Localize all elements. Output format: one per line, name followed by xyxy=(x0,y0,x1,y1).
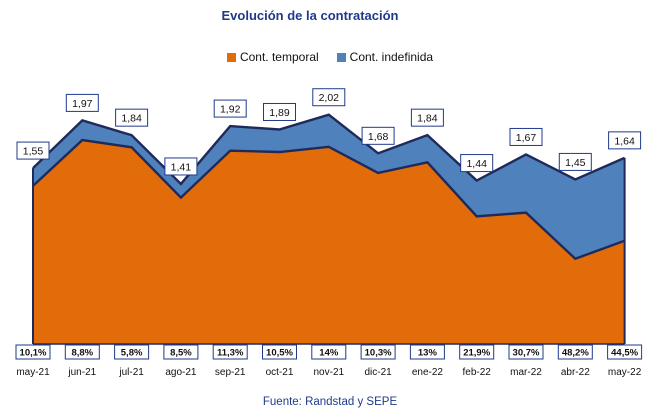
share-label-box xyxy=(607,344,643,360)
total-label: 1,45 xyxy=(565,157,586,169)
x-tick-label: jun-21 xyxy=(67,367,96,378)
total-label-box xyxy=(509,127,543,146)
legend-item-temporal: Cont. temporal xyxy=(226,50,319,64)
share-label: 21,9% xyxy=(463,348,490,359)
total-label-box xyxy=(263,102,296,121)
x-tick-label: ago-21 xyxy=(165,367,197,378)
legend: Cont. temporal Cont. indefinida xyxy=(0,50,660,64)
share-label-box xyxy=(409,344,445,360)
x-tick-label: feb-22 xyxy=(463,367,492,378)
total-label: 1,89 xyxy=(269,107,290,119)
x-tick-label: sep-21 xyxy=(215,367,246,378)
share-label-box xyxy=(212,344,248,360)
area-temporal xyxy=(33,140,625,344)
share-label: 10,5% xyxy=(266,348,293,359)
x-tick-label: abr-22 xyxy=(561,367,590,378)
legend-label-temporal: Cont. temporal xyxy=(239,50,319,64)
total-label: 1,68 xyxy=(368,131,389,143)
share-label-box xyxy=(163,344,199,360)
share-label: 5,8% xyxy=(121,348,143,359)
share-label-box xyxy=(459,344,495,360)
total-label-box xyxy=(312,88,346,107)
x-tick-label: mar-22 xyxy=(510,367,542,378)
source-note: Fuente: Randstad y SEPE xyxy=(262,396,398,408)
total-label: 1,84 xyxy=(121,113,142,125)
share-label-box xyxy=(114,344,150,360)
share-label-box xyxy=(557,344,593,360)
total-label: 2,02 xyxy=(319,92,340,104)
share-label: 48,2% xyxy=(562,348,589,359)
share-label-box xyxy=(262,344,297,360)
legend-item-indefinida: Cont. indefinida xyxy=(336,50,434,64)
share-label: 14% xyxy=(319,348,339,359)
x-tick-label: dic-21 xyxy=(364,367,392,378)
total-label: 1,67 xyxy=(516,132,537,144)
area-indefinida xyxy=(33,114,625,259)
total-label-box xyxy=(65,93,99,112)
share-label: 44,5% xyxy=(611,348,638,359)
total-label: 1,97 xyxy=(72,98,93,110)
x-tick-label: jul-21 xyxy=(118,367,144,378)
total-label-box xyxy=(16,141,50,160)
total-label: 1,55 xyxy=(23,146,44,158)
total-label-box xyxy=(164,157,198,176)
share-label: 13% xyxy=(418,348,438,359)
legend-swatch-indefinida xyxy=(336,52,346,62)
line-temporal xyxy=(32,138,626,261)
share-label-box xyxy=(311,344,347,360)
x-tick-label: ene-22 xyxy=(412,367,444,378)
share-label: 8,8% xyxy=(71,348,93,359)
share-label: 10,1% xyxy=(20,348,47,359)
legend-swatch-temporal xyxy=(226,52,236,62)
share-label-box xyxy=(508,344,544,360)
line-total xyxy=(32,113,626,186)
x-tick-label: oct-21 xyxy=(266,367,294,378)
share-label-box xyxy=(15,344,51,360)
share-label: 8,5% xyxy=(170,348,192,359)
total-label: 1,92 xyxy=(220,104,241,116)
total-label-box xyxy=(115,108,149,127)
chart-title: Evolución de la contratación xyxy=(221,8,399,23)
total-label: 1,41 xyxy=(171,161,192,173)
total-label-box xyxy=(460,154,494,173)
total-label: 1,44 xyxy=(466,158,487,170)
share-label-box xyxy=(360,344,396,360)
total-label-box xyxy=(410,108,444,127)
total-label: 1,84 xyxy=(417,113,438,125)
x-tick-label: may-21 xyxy=(16,367,50,378)
x-tick-label: nov-21 xyxy=(314,367,345,378)
total-label-box xyxy=(608,131,642,150)
total-label-box xyxy=(558,152,592,171)
share-label: 30,7% xyxy=(513,348,540,359)
share-label: 10,3% xyxy=(365,348,392,359)
legend-label-indefinida: Cont. indefinida xyxy=(349,50,434,64)
share-label: 11,3% xyxy=(217,348,244,359)
x-tick-label: may-22 xyxy=(608,367,642,378)
total-label: 1,64 xyxy=(614,135,635,147)
share-label-box xyxy=(64,344,100,360)
total-label-box xyxy=(361,126,395,145)
total-label-box xyxy=(213,99,247,118)
